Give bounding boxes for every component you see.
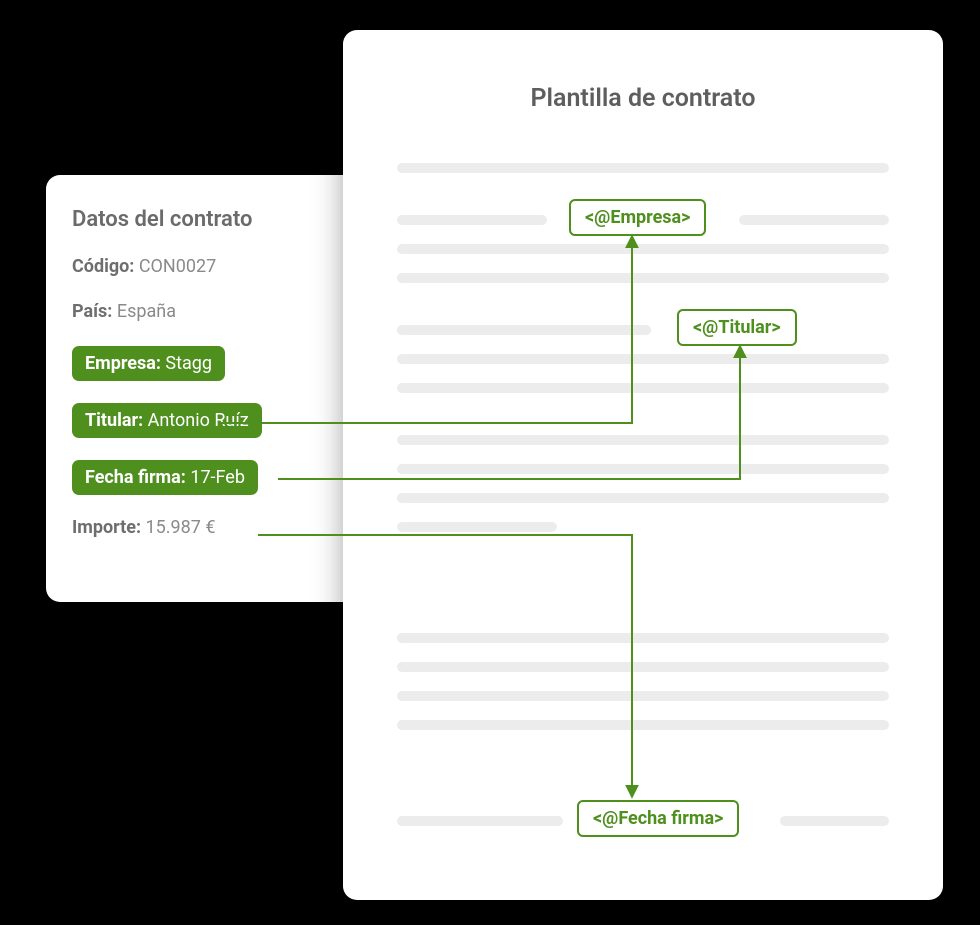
field-fecha-pill: Fecha firma: 17-Feb [72, 460, 258, 495]
field-label: Fecha firma: [85, 467, 186, 488]
placeholder-line [397, 163, 889, 173]
data-card-title: Datos del contrato [72, 207, 340, 232]
template-card-title: Plantilla de contrato [397, 84, 889, 113]
token-titular: <@Titular> [677, 309, 797, 346]
field-label: País: [72, 301, 112, 322]
field-label: Código: [72, 256, 134, 277]
data-card: Datos del contrato Código: CON0027 País:… [46, 175, 366, 602]
field-empresa-pill: Empresa: Stagg [72, 346, 225, 381]
field-importe: Importe: 15.987 € [72, 517, 340, 538]
placeholder-line [397, 633, 889, 643]
token-fecha: <@Fecha firma> [577, 800, 739, 837]
placeholder-line [397, 662, 889, 672]
field-pais: País: España [72, 301, 340, 322]
placeholder-line [397, 354, 889, 364]
placeholder-line [397, 522, 557, 532]
placeholder-line [739, 215, 889, 225]
field-value: 15.987 € [146, 517, 216, 538]
field-titular-pill: Titular: Antonio Ruíz [72, 403, 262, 438]
field-value: 17-Feb [190, 467, 245, 488]
placeholder-line [397, 273, 889, 283]
placeholder-line [397, 816, 563, 826]
placeholder-line [780, 816, 889, 826]
placeholder-line [397, 493, 889, 503]
field-label: Empresa: [85, 353, 161, 374]
placeholder-line [397, 435, 889, 445]
placeholder-line [397, 383, 889, 393]
placeholder-line [397, 215, 547, 225]
placeholder-line [397, 691, 889, 701]
token-empresa: <@Empresa> [569, 199, 706, 236]
placeholder-line [397, 325, 651, 335]
field-codigo: Código: CON0027 [72, 256, 340, 277]
placeholder-line [397, 720, 889, 730]
field-label: Titular: [85, 410, 143, 431]
field-value: CON0027 [139, 256, 216, 277]
template-card: Plantilla de contrato <@Empresa> <@Titul… [343, 30, 943, 900]
field-label: Importe: [72, 517, 141, 538]
field-value: España [117, 301, 176, 322]
placeholder-line [397, 464, 889, 474]
placeholder-line [397, 244, 889, 254]
field-value: Stagg [165, 353, 212, 374]
field-value: Antonio Ruíz [148, 410, 249, 431]
